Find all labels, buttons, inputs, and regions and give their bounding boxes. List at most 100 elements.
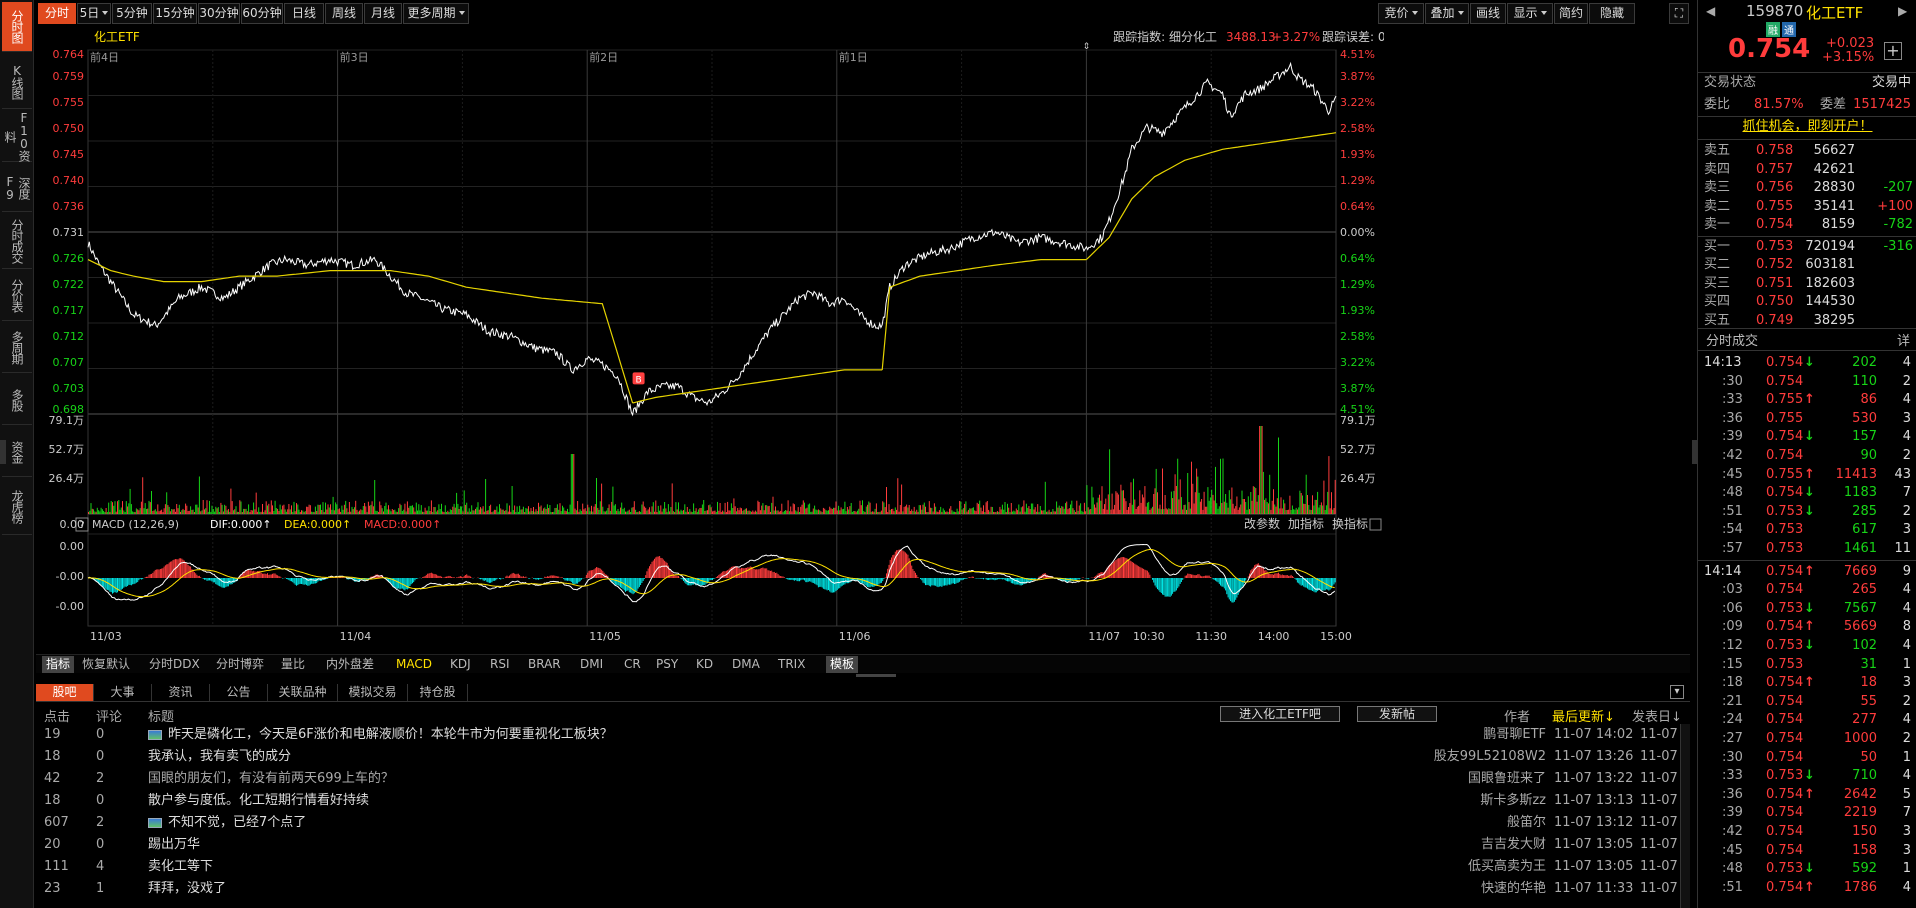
left-tab-9[interactable]: 龙虎榜	[2, 479, 32, 535]
indicator-tab-12[interactable]: PSY	[656, 657, 679, 671]
period-button-0[interactable]: 分时	[38, 3, 76, 24]
news-tab-0[interactable]: 股吧	[36, 684, 94, 701]
ask-row[interactable]: 卖二 0.755 35141 +100	[1698, 198, 1916, 216]
tool-button-0[interactable]: 竞价	[1378, 3, 1424, 24]
news-tab-2[interactable]: 资讯	[152, 684, 210, 701]
ask-row[interactable]: 卖一 0.754 8159 -782	[1698, 216, 1916, 234]
help-icon[interactable]	[75, 517, 89, 532]
macd-button-1[interactable]: 加指标	[1288, 516, 1324, 531]
news-tab-1[interactable]: 大事	[94, 684, 152, 701]
enter-forum-button[interactable]: 进入化工ETF吧	[1220, 706, 1340, 722]
left-tab-6[interactable]: 多周期	[2, 323, 32, 373]
left-tab-5[interactable]: 分价表	[2, 271, 32, 321]
indicator-tab-15[interactable]: TRIX	[778, 657, 806, 671]
period-button-7[interactable]: 周线	[325, 3, 363, 24]
row-author[interactable]: 国眼鲁班来了	[1467, 771, 1546, 786]
period-button-1[interactable]: 5日	[77, 3, 111, 24]
ask-row[interactable]: 卖四 0.757 42621	[1698, 161, 1916, 179]
indicator-tab-7[interactable]: KDJ	[450, 657, 471, 671]
ask-row[interactable]: 卖三 0.756 28830 -207	[1698, 179, 1916, 197]
row-author[interactable]: 鹏哥聊ETF	[1483, 727, 1546, 742]
news-row[interactable]: 18 0 我承认，我有卖飞的成分 股友99L52108W2 11-07 13:26 11-…	[36, 746, 1678, 768]
left-tab-7[interactable]: 多股	[2, 375, 32, 425]
row-author[interactable]: 快速的华艳	[1480, 881, 1546, 896]
period-button-3[interactable]: 15分钟	[153, 3, 197, 24]
tool-button-4[interactable]: 简约	[1554, 3, 1588, 24]
row-title[interactable]: 踢出万华	[148, 837, 201, 852]
indicator-tab-6[interactable]: MACD	[396, 657, 432, 671]
row-title[interactable]: 昨天是磷化工，今天是6F涨价和电解液顺价！本轮牛市为何要重视化工板块？	[168, 727, 613, 742]
row-title[interactable]: 国眼的朋友们，有没有前两天699上车的？	[148, 771, 394, 786]
news-tab-6[interactable]: 持仓股	[408, 684, 468, 701]
news-scrollbar[interactable]	[1680, 724, 1690, 908]
row-author[interactable]: 低买高卖为王	[1467, 859, 1546, 874]
news-tab-5[interactable]: 模拟交易	[338, 684, 408, 701]
new-post-button[interactable]: 发新帖	[1357, 706, 1437, 722]
next-stock-icon[interactable]: ▶	[1898, 4, 1908, 18]
indicator-tab-0[interactable]: 指标	[42, 656, 75, 673]
macd-close-icon[interactable]	[1369, 518, 1382, 531]
indicator-tab-4[interactable]: 量比	[281, 657, 306, 671]
news-row[interactable]: 18 0 散户参与度低。化工短期行情看好持续 斯卡多斯zz 11-07 13:13 11-…	[36, 790, 1678, 812]
row-author[interactable]: 吉吉发大财	[1480, 837, 1546, 852]
bid-row[interactable]: 买一 0.753 720194 -316	[1698, 238, 1916, 256]
indicator-tab-16[interactable]: 模板	[826, 656, 859, 673]
open-account-link[interactable]: 抓住机会，即刻开户！	[1742, 119, 1873, 134]
tool-button-5[interactable]: 隐藏	[1589, 3, 1635, 24]
macd-button-2[interactable]: 换指标	[1332, 516, 1368, 531]
left-tab-4[interactable]: 分时成交	[2, 214, 32, 269]
row-author[interactable]: 般笛尔	[1506, 815, 1546, 830]
tool-button-3[interactable]: 显示	[1507, 3, 1553, 24]
splitter-handle[interactable]	[856, 674, 896, 677]
indicator-tab-13[interactable]: KD	[696, 657, 714, 671]
news-row[interactable]: 23 1 拜拜，没戏了 快速的华艳 11-07 11:33 11-07	[36, 878, 1678, 900]
news-row[interactable]: 20 0 踢出万华 吉吉发大财 11-07 13:05 11-07	[36, 834, 1678, 856]
indicator-tab-3[interactable]: 分时博弈	[216, 657, 265, 671]
row-author[interactable]: 斯卡多斯zz	[1480, 793, 1546, 808]
left-tab-0[interactable]: 分时图	[2, 2, 32, 52]
row-title[interactable]: 散户参与度低。化工短期行情看好持续	[148, 793, 370, 808]
collapse-news-icon[interactable]: ▾	[1670, 685, 1684, 699]
indicator-tab-2[interactable]: 分时DDX	[149, 657, 200, 671]
col-posted[interactable]: 发表日↓	[1632, 710, 1682, 725]
period-button-9[interactable]: 更多周期	[403, 3, 469, 24]
news-row[interactable]: 19 0 昨天是磷化工，今天是6F涨价和电解液顺价！本轮牛市为何要重视化工板块？ 鹏哥…	[36, 724, 1678, 746]
row-title[interactable]: 卖化工等下	[148, 859, 214, 874]
news-row[interactable]: 111 4 卖化工等下 低买高卖为王 11-07 13:05 11-07	[36, 856, 1678, 878]
news-tab-3[interactable]: 公告	[210, 684, 268, 701]
period-button-8[interactable]: 月线	[364, 3, 402, 24]
news-tab-4[interactable]: 关联品种	[268, 684, 338, 701]
col-updated[interactable]: 最后更新↓	[1552, 710, 1615, 725]
indicator-tab-8[interactable]: RSI	[490, 657, 510, 671]
row-title[interactable]: 我承认，我有卖飞的成分	[148, 749, 292, 764]
row-title[interactable]: 拜拜，没戏了	[148, 881, 227, 896]
fullscreen-icon[interactable]: ⛶	[1669, 3, 1689, 24]
indicator-tab-5[interactable]: 内外盘差	[326, 657, 375, 671]
prev-stock-icon[interactable]: ◀	[1706, 4, 1716, 18]
col-author[interactable]: 作者	[1504, 710, 1531, 725]
row-author[interactable]: 股友99L52108W2	[1433, 749, 1546, 764]
tool-button-1[interactable]: 叠加	[1425, 3, 1469, 24]
left-tab-2[interactable]: F10资料	[2, 111, 32, 162]
right-panel-toggle[interactable]	[1692, 440, 1697, 464]
indicator-tab-10[interactable]: DMI	[580, 657, 604, 671]
indicator-tab-11[interactable]: CR	[624, 657, 641, 671]
indicator-tab-9[interactable]: BRAR	[528, 657, 561, 671]
tool-button-2[interactable]: 画线	[1470, 3, 1506, 24]
ask-row[interactable]: 卖五 0.758 56627	[1698, 142, 1916, 160]
period-button-6[interactable]: 日线	[284, 3, 324, 24]
indicator-tab-1[interactable]: 恢复默认	[82, 657, 131, 671]
period-button-5[interactable]: 60分钟	[241, 3, 283, 24]
left-panel-toggle[interactable]	[0, 440, 6, 464]
news-row[interactable]: 42 2 国眼的朋友们，有没有前两天699上车的？ 国眼鲁班来了 11-07 13:22…	[36, 768, 1678, 790]
left-tab-1[interactable]: K线图	[2, 54, 32, 109]
period-button-4[interactable]: 30分钟	[198, 3, 240, 24]
period-button-2[interactable]: 5分钟	[112, 3, 152, 24]
left-tab-8[interactable]: 资金	[2, 427, 32, 477]
bid-row[interactable]: 买三 0.751 182603	[1698, 275, 1916, 293]
add-watchlist-icon[interactable]: +	[1884, 42, 1902, 60]
news-row[interactable]: 607 2 不知不觉，已经7个点了 般笛尔 11-07 13:12 11-07	[36, 812, 1678, 834]
indicator-tab-14[interactable]: DMA	[732, 657, 760, 671]
bid-row[interactable]: 买四 0.750 144530	[1698, 293, 1916, 311]
